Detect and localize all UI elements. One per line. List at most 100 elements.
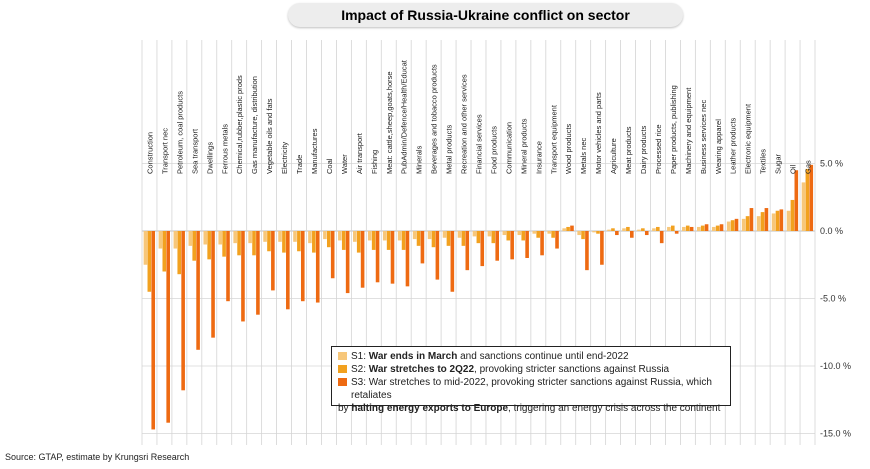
bar-s2	[162, 231, 167, 272]
x-tick-label: Sugar	[774, 153, 783, 174]
x-tick-label: Meat products	[624, 126, 633, 174]
x-tick-label: Dairy products	[639, 125, 648, 174]
bar-s2	[670, 225, 675, 231]
bar-s2	[491, 231, 496, 244]
bar-s2	[267, 231, 271, 252]
x-tick-label: Agriculture	[609, 138, 618, 174]
x-tick-label: Fishing	[370, 150, 379, 174]
bar-s2	[222, 231, 226, 257]
bar-s3	[196, 231, 200, 350]
bar-s1	[622, 228, 626, 231]
bar-s3	[615, 231, 619, 236]
bar-s2	[371, 231, 376, 250]
bar-s2	[192, 231, 196, 261]
bar-s2	[326, 231, 331, 248]
x-tick-label: Trade	[295, 155, 304, 174]
bar-s3	[644, 231, 649, 236]
x-tick-label: PubAdmin/Defence/Health/Educat	[400, 59, 409, 174]
bar-s1	[382, 231, 387, 241]
bar-s2	[611, 228, 615, 231]
legend-bold-s3: halting energy exports to Europe	[351, 403, 509, 414]
bar-s3	[630, 231, 634, 238]
bar-s1	[143, 231, 148, 265]
bar-s2	[536, 231, 540, 238]
y-tick-label: -15.0 %	[820, 429, 851, 439]
bar-s2	[401, 231, 406, 250]
bar-s3	[420, 231, 425, 264]
bar-s2	[626, 226, 630, 231]
bar-s1	[547, 231, 552, 234]
bar-s3	[286, 231, 290, 310]
bar-s3	[375, 231, 380, 283]
bar-s2	[641, 228, 645, 231]
x-tick-label: Business services nec	[699, 100, 708, 174]
bar-s1	[682, 226, 686, 231]
legend-item-s2: S2: War stretches to 2Q22, provoking str…	[338, 363, 724, 376]
bar-s1	[457, 231, 462, 238]
x-tick-label: Construction	[145, 132, 154, 174]
bar-s3	[555, 231, 559, 249]
bar-s2	[312, 231, 316, 253]
bar-s2	[356, 231, 361, 253]
bar-s3	[495, 231, 500, 261]
bar-s2	[386, 231, 391, 250]
bar-s3	[570, 225, 574, 231]
bar-s2	[745, 216, 750, 231]
bar-s3	[241, 231, 245, 322]
x-tick-label: Manufactures	[310, 128, 319, 174]
x-tick-label: Gas	[804, 160, 813, 174]
x-tick-label: Recreation and other services	[460, 74, 469, 174]
bar-s1	[801, 182, 806, 231]
bar-s3	[300, 231, 305, 302]
bar-s1	[338, 231, 342, 241]
bar-s2	[566, 226, 570, 231]
bar-s2	[476, 231, 481, 244]
bar-s3	[719, 224, 724, 231]
legend-item-s1: S1: War ends in March and sanctions cont…	[338, 350, 724, 363]
bar-s2	[431, 231, 436, 248]
legend-code-s3: S3:	[351, 377, 367, 388]
legend-item-s3: S3: War stretches to mid-2022, provoking…	[338, 376, 724, 402]
x-tick-label: Insurance	[534, 141, 543, 174]
bar-s3	[211, 231, 215, 338]
bar-s1	[487, 231, 492, 237]
bar-s1	[741, 218, 746, 231]
bar-s1	[218, 231, 223, 245]
bar-s2	[596, 231, 600, 234]
x-tick-label: Wearing apparel	[714, 119, 723, 174]
bar-s1	[786, 210, 791, 231]
legend: S1: War ends in March and sanctions cont…	[331, 346, 731, 414]
bar-s2	[521, 231, 526, 241]
bar-s1	[726, 221, 731, 231]
legend-text-s2: , provoking stricter sanctions against R…	[474, 364, 670, 375]
x-tick-label: Wood products	[564, 123, 573, 174]
x-tick-label: Sea transport	[190, 128, 199, 174]
bar-s2	[775, 210, 780, 231]
x-tick-label: Oil	[789, 165, 798, 175]
x-tick-label: Chemical,rubber,plastic prods	[235, 75, 244, 174]
bar-s3	[749, 208, 754, 231]
bar-s2	[685, 225, 690, 231]
bar-s1	[158, 231, 163, 249]
x-tick-label: Transport nec	[160, 128, 169, 174]
x-tick-label: Water	[340, 154, 349, 174]
x-axis-labels: Construction Transport nec Petroleum, coal…	[145, 59, 812, 174]
bar-s2	[416, 231, 421, 246]
bar-s1	[278, 231, 282, 242]
bar-s3	[659, 231, 664, 244]
legend-swatch-s2	[338, 365, 347, 373]
bar-s2	[177, 231, 182, 275]
bar-s1	[532, 231, 537, 234]
x-tick-label: Paper products, publishing	[669, 85, 678, 174]
bar-s1	[711, 226, 716, 231]
bar-s2	[715, 225, 720, 231]
bar-s1	[442, 231, 447, 238]
bar-s1	[188, 231, 193, 246]
bar-s2	[656, 226, 660, 231]
x-tick-label: Transport equipment	[549, 104, 558, 174]
bars	[143, 164, 814, 430]
bar-s3	[704, 224, 709, 231]
bar-s3	[480, 231, 485, 267]
bar-s1	[248, 231, 252, 244]
legend-text-s3-cont: by	[338, 403, 352, 414]
